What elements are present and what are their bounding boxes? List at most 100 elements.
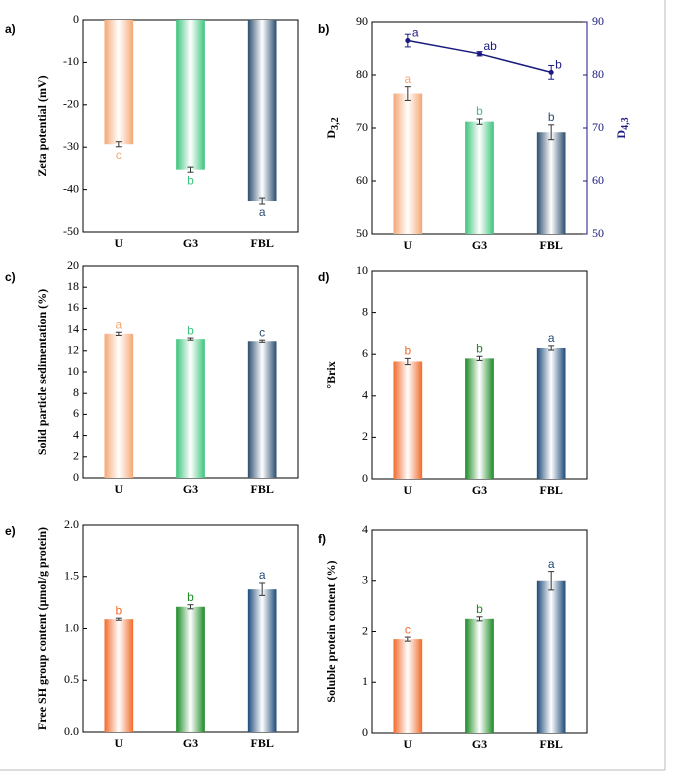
error-bar: [476, 616, 483, 622]
line-point: [405, 38, 411, 44]
axis-label-sub: 3,2: [330, 117, 341, 130]
y-tick-label: 16: [67, 300, 79, 314]
panel-label: a): [5, 22, 16, 36]
y-tick-label: 70: [356, 120, 368, 134]
bar: [536, 580, 566, 733]
error-bar: [476, 355, 483, 361]
y-tick-label: 10: [67, 364, 79, 378]
line-point: [548, 69, 554, 75]
y-tick-label: 80: [356, 67, 368, 81]
y-tick-label: 90: [356, 14, 368, 28]
significance-letter: b: [115, 603, 122, 617]
y-tick-label: -20: [63, 97, 79, 111]
significance-letter: c: [259, 325, 265, 339]
error-bar: [259, 197, 266, 205]
bar: [393, 93, 423, 234]
y-tick-label: 0.5: [64, 672, 79, 686]
y-tick-label: 0: [73, 470, 79, 484]
significance-letter: a: [548, 557, 555, 571]
significance-letter: a: [404, 72, 411, 86]
axis-label-main: Soluble protein content (%): [324, 560, 338, 702]
y-tick-label: 50: [356, 226, 368, 240]
x-tick-label: FBL: [250, 236, 273, 250]
y2-tick-label: 90: [592, 14, 604, 28]
y-tick-label: 14: [67, 321, 79, 335]
bar: [536, 347, 566, 479]
error-bar: [476, 118, 483, 125]
y-tick-label: -50: [63, 224, 79, 238]
y-tick-label: 0: [362, 725, 368, 739]
x-tick-label: FBL: [539, 238, 562, 252]
x-tick-label: U: [403, 238, 412, 252]
y2-tick-label: 50: [592, 226, 604, 240]
x-tick-label: FBL: [539, 737, 562, 751]
y2-tick-label: 80: [592, 67, 604, 81]
axis-label-main: D: [324, 130, 338, 139]
error-bar: [115, 141, 122, 148]
significance-letter: a: [115, 317, 122, 331]
panel-label: f): [318, 532, 326, 546]
x-tick-label: U: [403, 737, 412, 751]
y-tick-label: 2: [362, 623, 368, 637]
x-tick-label: G3: [472, 737, 487, 751]
bar: [465, 121, 494, 234]
significance-letter: b: [404, 344, 411, 358]
error-bar: [115, 617, 122, 621]
y-tick-label: 6: [73, 406, 79, 420]
bar: [465, 618, 494, 733]
significance-letter: a: [548, 331, 555, 345]
error-bar: [115, 331, 122, 336]
significance-letter: b: [187, 590, 194, 604]
y-tick-label: -30: [63, 139, 79, 153]
y-tick-label: 3: [362, 573, 368, 587]
error-bar: [404, 636, 411, 642]
error-bar: [548, 124, 555, 141]
error-bar: [548, 571, 555, 591]
y-tick-label: 1.5: [64, 569, 79, 583]
bar: [104, 619, 134, 732]
line: [407, 39, 552, 74]
y-tick-label: 10: [356, 263, 368, 277]
axis-label: Soluble protein content (%): [324, 560, 338, 702]
x-tick-label: G3: [183, 736, 198, 750]
x-tick-label: G3: [472, 238, 487, 252]
y-tick-label: -40: [63, 181, 79, 195]
x-tick-label: G3: [183, 236, 198, 250]
axis-label-sub: 4,3: [620, 117, 631, 130]
significance-letter: b: [476, 341, 483, 355]
bar: [176, 339, 205, 478]
bar: [247, 341, 277, 478]
axis-label: Zeta potential (mV): [35, 75, 49, 176]
panel-label: b): [318, 22, 329, 36]
line-point: [477, 51, 482, 57]
error-bar: [259, 339, 266, 343]
axis-label: °Brix: [324, 361, 338, 388]
panel-label: d): [318, 270, 329, 284]
line-letter: ab: [484, 39, 498, 53]
significance-letter: a: [259, 205, 266, 219]
bar: [176, 606, 205, 732]
y-tick-label: 0.0: [64, 724, 79, 738]
y-tick-label: 0: [362, 471, 368, 485]
y-tick-label: 2.0: [64, 517, 79, 531]
y-tick-label: 8: [73, 385, 79, 399]
panel-label: e): [5, 524, 16, 538]
panel-label: c): [5, 270, 16, 284]
bar: [247, 589, 277, 732]
significance-letter: b: [548, 110, 555, 124]
significance-letter: b: [476, 104, 483, 118]
error-bar: [259, 582, 266, 596]
x-tick-label: U: [114, 236, 123, 250]
y-tick-label: 20: [67, 258, 79, 272]
x-tick-label: G3: [183, 482, 198, 496]
y-tick-label: 2: [73, 449, 79, 463]
axis-label-main: Free SH group content (μmol/g protein): [35, 527, 49, 730]
y-tick-label: 4: [362, 388, 368, 402]
y-tick-label: 1.0: [64, 620, 79, 634]
error-bar: [404, 357, 411, 366]
axis-label-main: °Brix: [324, 361, 338, 388]
x-tick-label: FBL: [539, 483, 562, 497]
y-tick-label: 6: [362, 346, 368, 360]
